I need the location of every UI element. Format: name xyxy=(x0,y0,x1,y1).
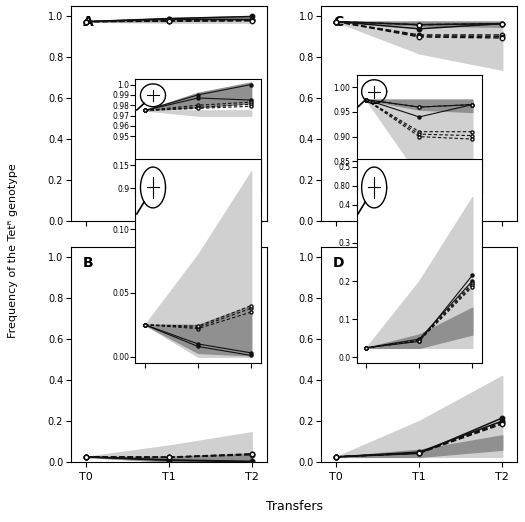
Text: D: D xyxy=(333,256,344,269)
Text: Frequency of the Tetᴿ genotype: Frequency of the Tetᴿ genotype xyxy=(8,163,18,338)
Text: Transfers: Transfers xyxy=(266,500,322,513)
Text: A: A xyxy=(82,15,93,29)
Text: C: C xyxy=(333,15,343,29)
Text: B: B xyxy=(82,256,93,269)
